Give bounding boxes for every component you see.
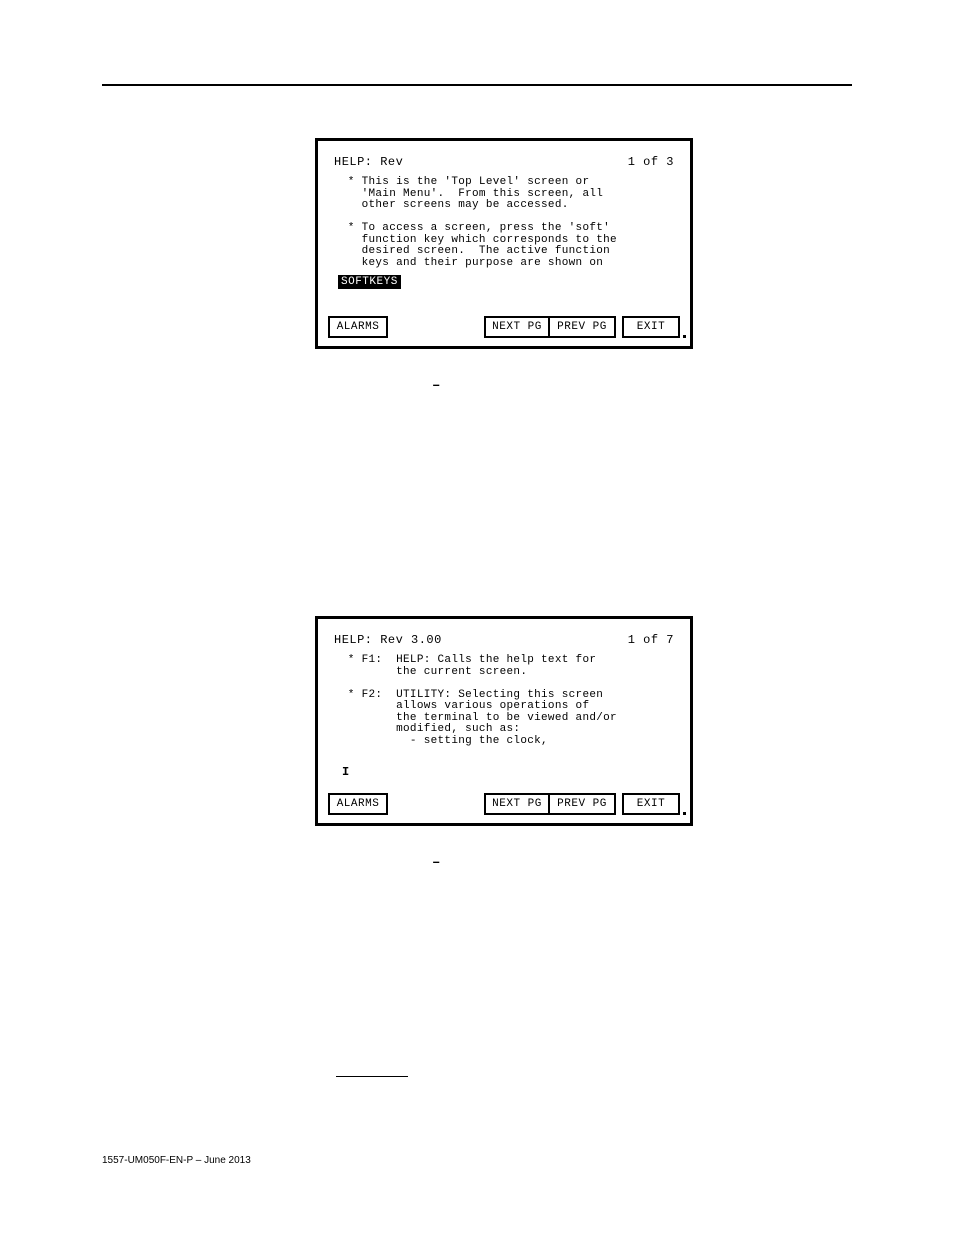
next-page-softkey[interactable]: NEXT PG bbox=[484, 793, 550, 815]
help-body-text: * F1: HELP: Calls the help text for the … bbox=[328, 655, 680, 747]
next-page-softkey[interactable]: NEXT PG bbox=[484, 316, 550, 338]
terminal-screen-1: HELP: Rev 1 of 3 * This is the 'Top Leve… bbox=[315, 138, 693, 349]
corner-dot-icon bbox=[683, 812, 686, 815]
softkey-gap bbox=[388, 793, 484, 815]
page-indicator: 1 of 7 bbox=[628, 633, 674, 647]
alarms-softkey[interactable]: ALARMS bbox=[328, 316, 388, 338]
prev-page-softkey[interactable]: PREV PG bbox=[550, 793, 616, 815]
softkey-gap bbox=[388, 316, 484, 338]
softkey-row: ALARMS NEXT PG PREV PG EXIT bbox=[328, 316, 680, 338]
page-indicator: 1 of 3 bbox=[628, 155, 674, 169]
separator-dash: – bbox=[432, 855, 440, 871]
exit-softkey[interactable]: EXIT bbox=[622, 316, 680, 338]
terminal-screen-2: HELP: Rev 3.00 1 of 7 * F1: HELP: Calls … bbox=[315, 616, 693, 826]
exit-softkey[interactable]: EXIT bbox=[622, 793, 680, 815]
underline-rule bbox=[336, 1076, 408, 1077]
help-title: HELP: Rev 3.00 bbox=[334, 633, 442, 647]
softkey-row: ALARMS NEXT PG PREV PG EXIT bbox=[328, 793, 680, 815]
separator-dash: – bbox=[432, 378, 440, 394]
cursor-icon: I bbox=[342, 765, 680, 779]
help-body-text: * This is the 'Top Level' screen or 'Mai… bbox=[328, 177, 680, 269]
help-title: HELP: Rev bbox=[334, 155, 403, 169]
page-footer: 1557-UM050F-EN-P – June 2013 bbox=[102, 1155, 251, 1166]
alarms-softkey[interactable]: ALARMS bbox=[328, 793, 388, 815]
softkeys-label: SOFTKEYS bbox=[338, 275, 401, 289]
terminal-header: HELP: Rev 3.00 1 of 7 bbox=[328, 633, 680, 655]
page-top-rule bbox=[102, 84, 852, 86]
terminal-header: HELP: Rev 1 of 3 bbox=[328, 155, 680, 177]
corner-dot-icon bbox=[683, 335, 686, 338]
prev-page-softkey[interactable]: PREV PG bbox=[550, 316, 616, 338]
